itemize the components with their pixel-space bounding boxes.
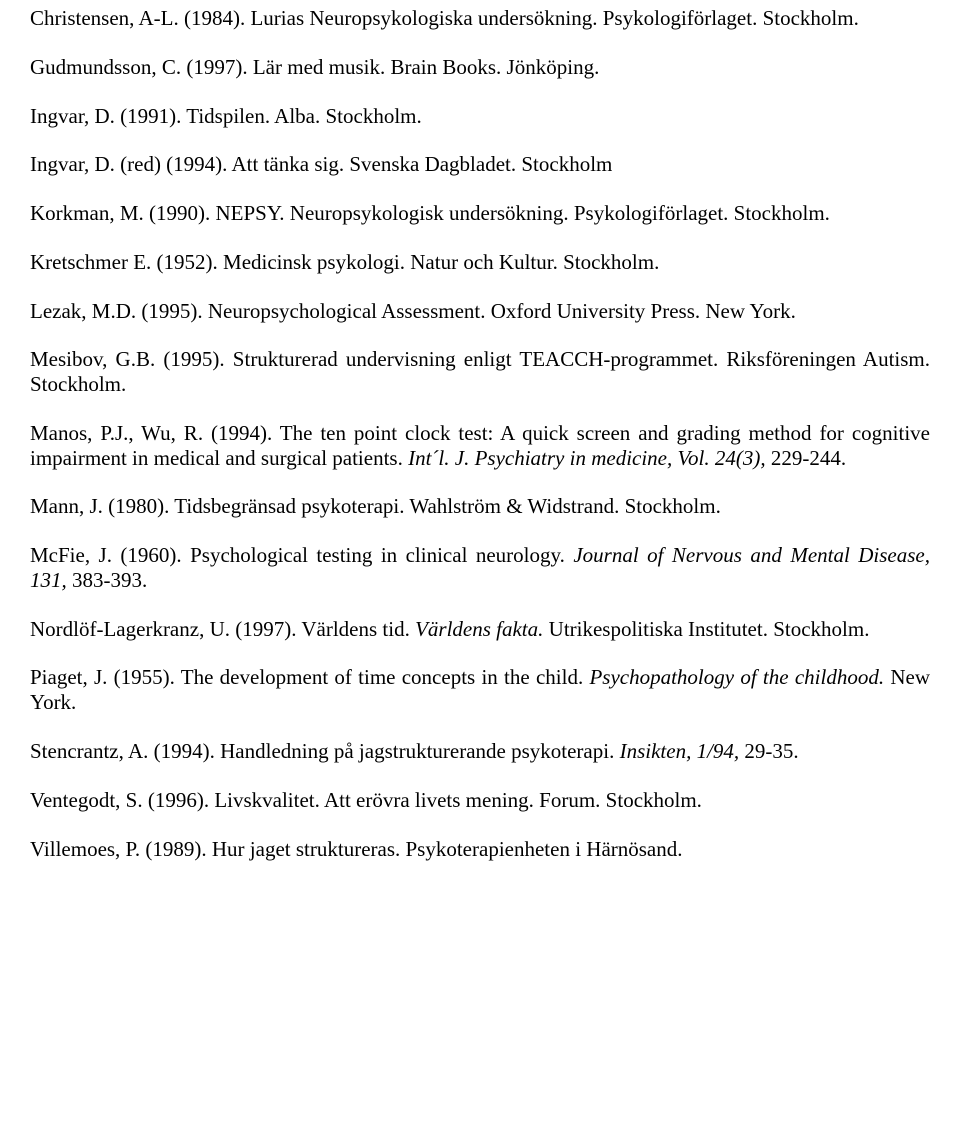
reference-entry: Mann, J. (1980). Tidsbegränsad psykotera… <box>30 494 930 519</box>
reference-text-segment: Christensen, A-L. (1984). Lurias Neurops… <box>30 6 859 30</box>
reference-text-segment: Kretschmer E. (1952). Medicinsk psykolog… <box>30 250 659 274</box>
reference-entry: Stencrantz, A. (1994). Handledning på ja… <box>30 739 930 764</box>
reference-entry: Nordlöf-Lagerkranz, U. (1997). Världens … <box>30 617 930 642</box>
reference-text-segment: Insikten, 1/94, <box>620 739 740 763</box>
reference-text-segment: Gudmundsson, C. (1997). Lär med musik. B… <box>30 55 599 79</box>
reference-entry: Piaget, J. (1955). The development of ti… <box>30 665 930 715</box>
reference-text-segment: 29-35. <box>739 739 799 763</box>
reference-entry: Christensen, A-L. (1984). Lurias Neurops… <box>30 6 930 31</box>
reference-text-segment: Mann, J. (1980). Tidsbegränsad psykotera… <box>30 494 721 518</box>
reference-entry: Ingvar, D. (red) (1994). Att tänka sig. … <box>30 152 930 177</box>
reference-text-segment: 229-244. <box>766 446 847 470</box>
reference-entry: Mesibov, G.B. (1995). Strukturerad under… <box>30 347 930 397</box>
reference-text-segment: Lezak, M.D. (1995). Neuropsychological A… <box>30 299 796 323</box>
reference-entry: Ingvar, D. (1991). Tidspilen. Alba. Stoc… <box>30 104 930 129</box>
reference-entry: Gudmundsson, C. (1997). Lär med musik. B… <box>30 55 930 80</box>
reference-text-segment: Korkman, M. (1990). NEPSY. Neuropsykolog… <box>30 201 830 225</box>
reference-entry: Ventegodt, S. (1996). Livskvalitet. Att … <box>30 788 930 813</box>
reference-text-segment: Mesibov, G.B. (1995). Strukturerad under… <box>30 347 930 396</box>
reference-entry: Manos, P.J., Wu, R. (1994). The ten poin… <box>30 421 930 471</box>
reference-text-segment: McFie, J. (1960). Psychological testing … <box>30 543 573 567</box>
reference-text-segment: Stencrantz, A. (1994). Handledning på ja… <box>30 739 620 763</box>
reference-text-segment: 383-393. <box>67 568 148 592</box>
reference-entry: Kretschmer E. (1952). Medicinsk psykolog… <box>30 250 930 275</box>
reference-text-segment: Int´l. J. Psychiatry in medicine, Vol. 2… <box>408 446 765 470</box>
reference-text-segment: Utrikespolitiska Institutet. Stockholm. <box>543 617 869 641</box>
reference-text-segment: Världens fakta. <box>415 617 543 641</box>
reference-entry: Lezak, M.D. (1995). Neuropsychological A… <box>30 299 930 324</box>
reference-entry: McFie, J. (1960). Psychological testing … <box>30 543 930 593</box>
reference-text-segment: Villemoes, P. (1989). Hur jaget struktur… <box>30 837 683 861</box>
reference-entry: Korkman, M. (1990). NEPSY. Neuropsykolog… <box>30 201 930 226</box>
references-list: Christensen, A-L. (1984). Lurias Neurops… <box>30 6 930 861</box>
reference-text-segment: Ingvar, D. (red) (1994). Att tänka sig. … <box>30 152 612 176</box>
reference-text-segment: Nordlöf-Lagerkranz, U. (1997). Världens … <box>30 617 415 641</box>
reference-text-segment: Psychopathology of the childhood. <box>589 665 884 689</box>
reference-entry: Villemoes, P. (1989). Hur jaget struktur… <box>30 837 930 862</box>
reference-text-segment: Ventegodt, S. (1996). Livskvalitet. Att … <box>30 788 702 812</box>
reference-text-segment: Piaget, J. (1955). The development of ti… <box>30 665 589 689</box>
reference-text-segment: Ingvar, D. (1991). Tidspilen. Alba. Stoc… <box>30 104 422 128</box>
